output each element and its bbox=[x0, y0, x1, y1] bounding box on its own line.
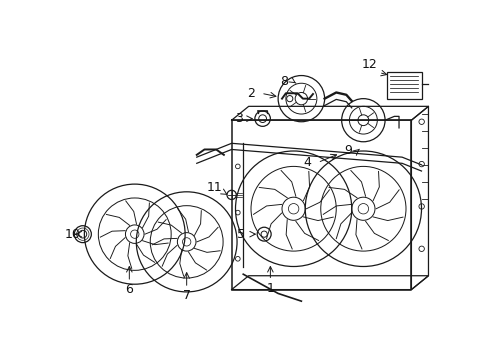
Text: 12: 12 bbox=[361, 58, 377, 71]
Text: 4: 4 bbox=[303, 156, 311, 169]
Text: 11: 11 bbox=[206, 181, 222, 194]
Text: 1: 1 bbox=[266, 282, 274, 294]
Text: 10: 10 bbox=[65, 228, 81, 240]
Text: 3: 3 bbox=[235, 112, 243, 125]
Bar bbox=[386, 72, 421, 99]
Text: 7: 7 bbox=[183, 289, 190, 302]
Text: 6: 6 bbox=[125, 283, 133, 296]
Text: 2: 2 bbox=[246, 87, 254, 100]
Text: 9: 9 bbox=[343, 144, 351, 157]
Text: 5: 5 bbox=[237, 228, 244, 240]
Text: 8: 8 bbox=[280, 75, 288, 88]
